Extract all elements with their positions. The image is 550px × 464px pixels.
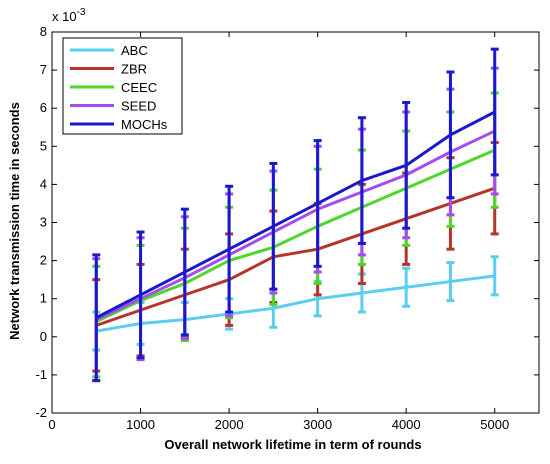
y-tick-label: 3 — [40, 215, 47, 230]
x-tick-label: 1000 — [126, 417, 155, 432]
x-axis-label: Overall network lifetime in term of roun… — [164, 437, 421, 452]
data-point-mochs — [405, 164, 407, 166]
x-tick-label: 0 — [48, 417, 55, 432]
y-tick-label: -1 — [35, 367, 47, 382]
series-ceec — [92, 91, 499, 379]
legend-label-mochs: MOCHs — [121, 117, 168, 132]
series-line-mochs — [95, 110, 496, 320]
series-line-ceec — [95, 148, 496, 323]
data-point-mochs — [95, 317, 97, 319]
data-point-mochs — [184, 271, 186, 273]
series-mochs — [92, 47, 499, 383]
y-tick-label: 2 — [40, 253, 47, 268]
data-point-mochs — [317, 202, 319, 204]
x-tick-label: 3000 — [303, 417, 332, 432]
x-tick-label: 2000 — [215, 417, 244, 432]
y-axis-scale-exponent: -3 — [77, 7, 86, 18]
data-point-mochs — [361, 180, 363, 182]
x-tick-label: 4000 — [392, 417, 421, 432]
data-point-abc — [317, 298, 319, 300]
series-line-zbr — [95, 186, 496, 327]
data-point-mochs — [140, 294, 142, 296]
chart-axes: 0 1000 2000 3000 4000 5000 -2 -1 0 1 2 3 4 5 6 7 8 — [35, 24, 540, 432]
y-tick-label: 0 — [40, 329, 47, 344]
legend-label-abc: ABC — [121, 43, 148, 58]
data-point-abc — [405, 286, 407, 288]
y-tick-label: 1 — [40, 291, 47, 306]
y-tick-label: 6 — [40, 100, 47, 115]
series-line-abc — [96, 274, 495, 333]
legend-label-zbr: ZBR — [121, 62, 147, 77]
y-tick-label: 5 — [40, 138, 47, 153]
data-point-mochs — [494, 111, 496, 113]
chart-legend: ABC ZBR CEEC SEED MOCHs — [62, 37, 183, 135]
data-point-abc — [494, 275, 496, 277]
y-tick-label: 4 — [40, 176, 47, 191]
y-tick-label: 7 — [40, 62, 47, 77]
data-point-mochs — [228, 248, 230, 250]
series-line-seed — [95, 129, 496, 322]
y-tick-label: -2 — [35, 405, 47, 420]
data-point-mochs — [449, 134, 451, 136]
y-axis-label: Network transmission time in seconds — [7, 102, 22, 340]
x-tick-label: 5000 — [480, 417, 509, 432]
y-tick-label: 8 — [40, 24, 47, 39]
data-point-abc — [361, 292, 363, 294]
data-point-abc — [272, 307, 274, 309]
legend-label-seed: SEED — [121, 99, 156, 114]
series-zbr — [92, 140, 499, 373]
y-axis-scale-base: x 10 — [52, 9, 77, 24]
y-axis-scale-label: x 10-3 — [52, 7, 86, 24]
series-abc — [92, 255, 499, 352]
data-point-abc — [449, 281, 451, 283]
chart-series-group — [92, 47, 499, 383]
legend-label-ceec: CEEC — [121, 80, 157, 95]
data-point-mochs — [272, 225, 274, 227]
